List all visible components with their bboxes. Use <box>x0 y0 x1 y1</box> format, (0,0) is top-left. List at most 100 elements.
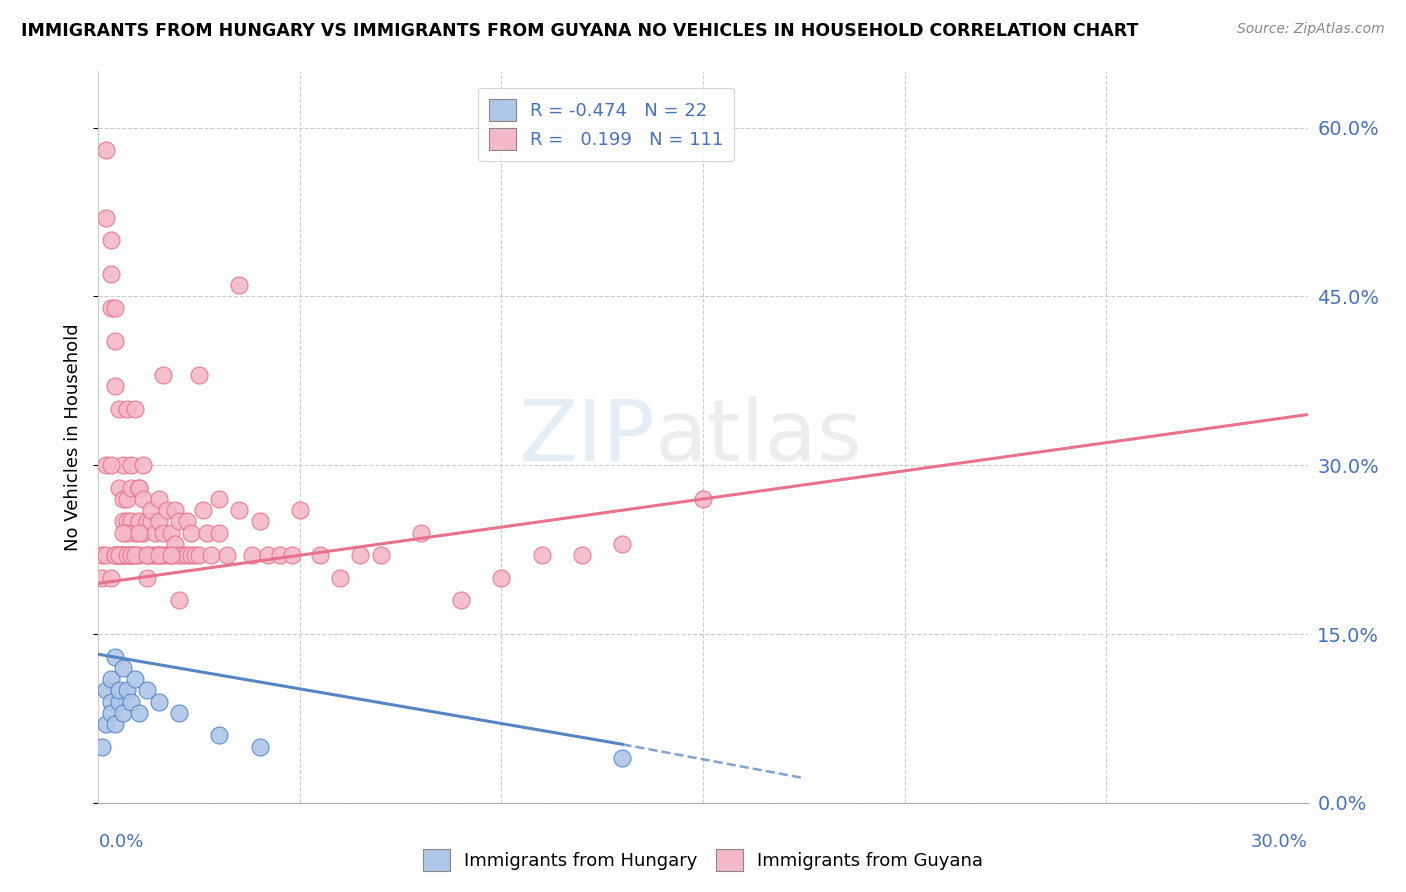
Point <box>612 751 634 765</box>
Point <box>111 525 134 540</box>
Point <box>103 301 125 315</box>
Point <box>111 706 134 720</box>
Point <box>450 593 472 607</box>
Point <box>120 458 142 473</box>
Point <box>208 525 231 540</box>
Point <box>115 515 138 529</box>
Point <box>228 278 250 293</box>
Legend: R = -0.474   N = 22, R =   0.199   N = 111: R = -0.474 N = 22, R = 0.199 N = 111 <box>478 87 734 161</box>
Point <box>100 571 122 585</box>
Point <box>200 548 222 562</box>
Point <box>96 717 118 731</box>
Point <box>100 672 122 686</box>
Point <box>132 525 155 540</box>
Point <box>91 571 114 585</box>
Point <box>148 515 170 529</box>
Point <box>135 515 157 529</box>
Point <box>167 706 190 720</box>
Point <box>124 401 146 416</box>
Point <box>176 515 198 529</box>
Point <box>132 491 155 506</box>
Point <box>167 515 190 529</box>
Point <box>100 458 122 473</box>
Point <box>103 649 125 664</box>
Point <box>111 548 134 562</box>
Point <box>91 548 114 562</box>
Point <box>156 548 179 562</box>
Point <box>152 368 174 383</box>
Point <box>124 525 146 540</box>
Point <box>160 548 183 562</box>
Point <box>163 503 186 517</box>
Point <box>160 548 183 562</box>
Point <box>256 548 278 562</box>
Point <box>184 548 207 562</box>
Point <box>100 706 122 720</box>
Point <box>107 694 129 708</box>
Point <box>148 491 170 506</box>
Point <box>249 739 271 754</box>
Point <box>269 548 291 562</box>
Point <box>115 548 138 562</box>
Point <box>135 548 157 562</box>
Point <box>111 661 134 675</box>
Point <box>96 211 118 225</box>
Point <box>148 548 170 562</box>
Point <box>195 525 218 540</box>
Point <box>115 525 138 540</box>
Point <box>176 548 198 562</box>
Point <box>329 571 352 585</box>
Point <box>132 458 155 473</box>
Point <box>156 503 179 517</box>
Point <box>370 548 392 562</box>
Point <box>180 525 202 540</box>
Point <box>128 548 150 562</box>
Point <box>128 515 150 529</box>
Point <box>103 717 125 731</box>
Point <box>111 548 134 562</box>
Point <box>120 481 142 495</box>
Point <box>128 481 150 495</box>
Point <box>249 515 271 529</box>
Point <box>188 548 211 562</box>
Point <box>152 548 174 562</box>
Point <box>103 548 125 562</box>
Point <box>103 379 125 393</box>
Point <box>208 728 231 742</box>
Point <box>180 548 202 562</box>
Point <box>139 503 162 517</box>
Point <box>143 548 166 562</box>
Text: atlas: atlas <box>655 395 863 479</box>
Point <box>135 571 157 585</box>
Point <box>124 548 146 562</box>
Legend: Immigrants from Hungary, Immigrants from Guyana: Immigrants from Hungary, Immigrants from… <box>416 842 990 879</box>
Point <box>120 548 142 562</box>
Point <box>100 267 122 281</box>
Point <box>107 548 129 562</box>
Point <box>193 503 215 517</box>
Point <box>288 503 311 517</box>
Point <box>120 515 142 529</box>
Point <box>115 683 138 698</box>
Point <box>107 481 129 495</box>
Point <box>217 548 239 562</box>
Point <box>120 548 142 562</box>
Text: Source: ZipAtlas.com: Source: ZipAtlas.com <box>1237 22 1385 37</box>
Point <box>152 525 174 540</box>
Point <box>96 548 118 562</box>
Point <box>240 548 263 562</box>
Point <box>148 548 170 562</box>
Point <box>188 368 211 383</box>
Point <box>692 491 714 506</box>
Point <box>100 694 122 708</box>
Point <box>103 548 125 562</box>
Point <box>139 515 162 529</box>
Point <box>96 143 118 157</box>
Text: IMMIGRANTS FROM HUNGARY VS IMMIGRANTS FROM GUYANA NO VEHICLES IN HOUSEHOLD CORRE: IMMIGRANTS FROM HUNGARY VS IMMIGRANTS FR… <box>21 22 1139 40</box>
Point <box>139 548 162 562</box>
Point <box>124 548 146 562</box>
Text: 0.0%: 0.0% <box>98 833 143 851</box>
Point <box>148 694 170 708</box>
Point <box>135 548 157 562</box>
Point <box>128 481 150 495</box>
